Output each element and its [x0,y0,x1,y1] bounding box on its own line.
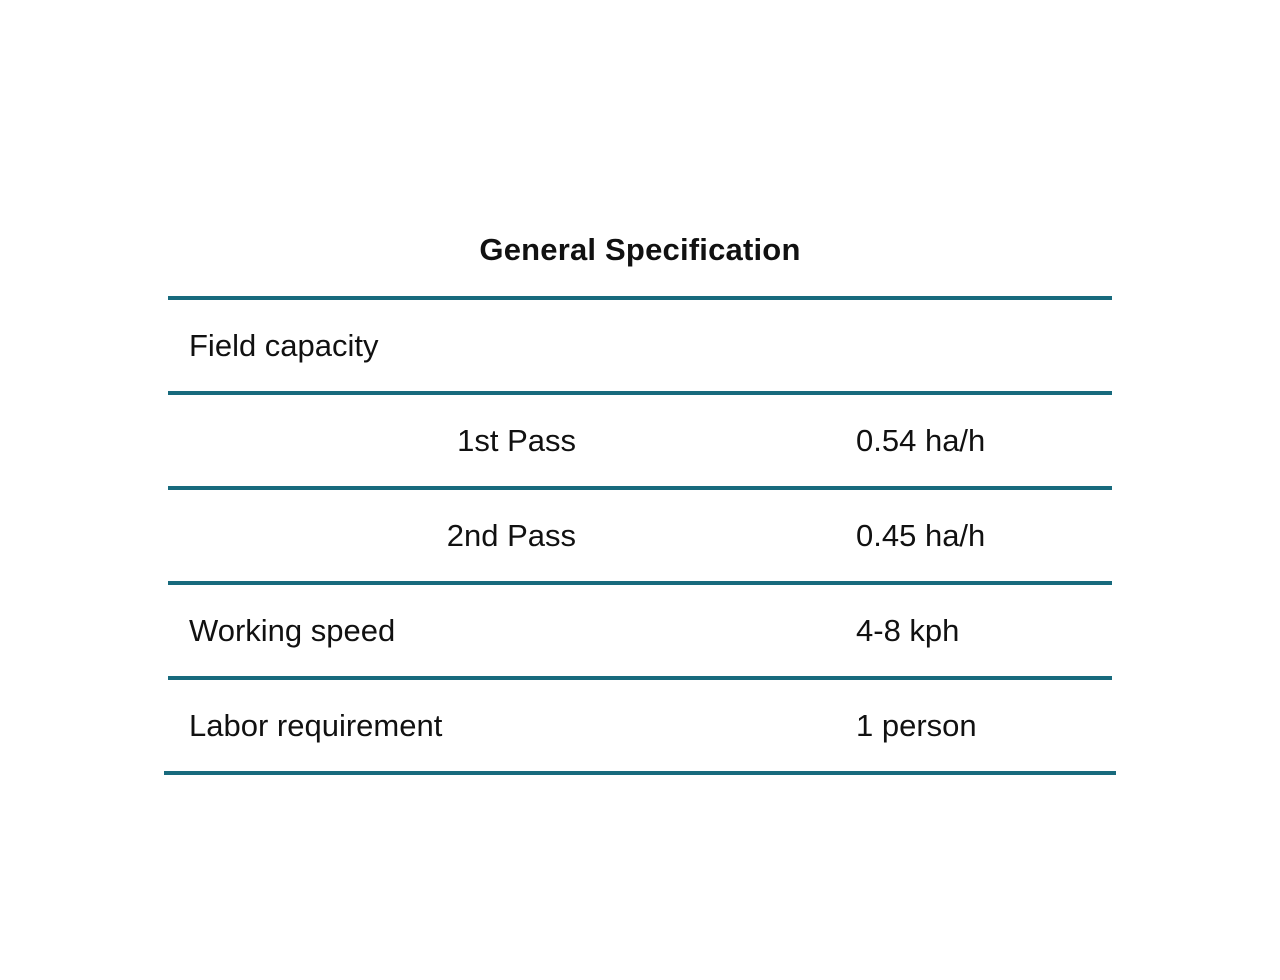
table-rule-bottom [164,771,1116,775]
table-row-1st-pass: 1st Pass 0.54 ha/h [168,395,1112,486]
row-value: 0.54 ha/h [856,422,986,458]
table-rule [168,296,1112,300]
table-row-labor-requirement: Labor requirement 1 person [168,680,1112,771]
table-rule [168,391,1112,395]
table-rule [168,676,1112,680]
table-row-2nd-pass: 2nd Pass 0.45 ha/h [168,490,1112,581]
row-sublabel: 1st Pass [457,422,576,458]
table-title: General Specification [479,232,801,267]
table-row-field-capacity: Field capacity [168,300,1112,391]
row-value: 0.45 ha/h [856,517,986,553]
row-sublabel: 2nd Pass [446,517,576,553]
row-label: Field capacity [189,327,379,363]
table-rule [168,486,1112,490]
row-label: Labor requirement [189,707,443,743]
row-value: 4-8 kph [856,612,960,648]
row-label: Working speed [189,612,396,648]
table-row-working-speed: Working speed 4-8 kph [168,585,1112,676]
specification-table: Field capacity 1st Pass 0.54 ha/h 2nd Pa… [164,296,1116,775]
row-value: 1 person [856,707,977,743]
table-rule [168,581,1112,585]
